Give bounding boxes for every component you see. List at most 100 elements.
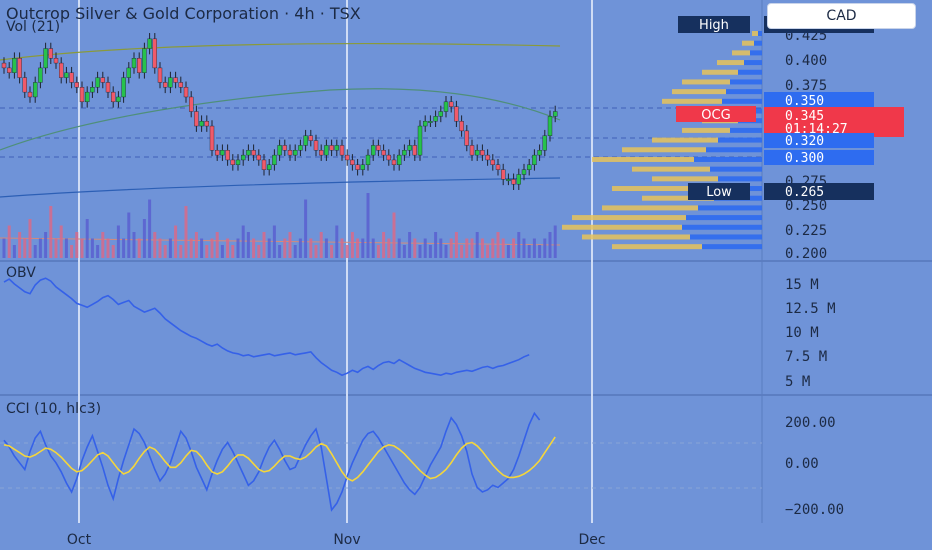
volume-indicator-label[interactable]: Vol (21): [6, 19, 60, 35]
volume-bar: [179, 245, 183, 258]
currency-button[interactable]: CAD: [767, 3, 916, 29]
candle-body: [214, 150, 220, 156]
volume-bar: [491, 238, 495, 258]
candle-body: [417, 125, 423, 156]
volume-profile-bar: [732, 50, 750, 56]
candle-body: [313, 140, 319, 151]
candle-body: [412, 145, 417, 156]
candle-body: [345, 154, 350, 161]
level-value-320: 0.320: [785, 134, 824, 149]
chart-title: Outcrop Silver & Gold Corporation · 4h ·…: [6, 4, 361, 23]
candle-body: [199, 120, 204, 127]
candle-body: [324, 145, 329, 156]
volume-bar: [231, 245, 235, 258]
volume-profile-bar: [572, 215, 686, 221]
candle-body: [287, 150, 293, 156]
volume-bar: [350, 232, 354, 258]
candle-body: [225, 150, 230, 161]
volume-profile-value-bar: [682, 224, 762, 230]
volume-bar: [7, 225, 11, 258]
candle-body: [501, 169, 506, 180]
level-tag-350: [764, 92, 874, 108]
cci-tick: 0.00: [785, 456, 819, 472]
candle-body: [428, 120, 433, 123]
volume-profile-bar: [582, 234, 690, 240]
volume-profile-bar: [662, 98, 722, 104]
candle-body: [527, 164, 532, 170]
candle-body: [142, 48, 147, 73]
volume-bar: [111, 245, 115, 258]
candle-body: [79, 87, 85, 103]
candle-body: [464, 130, 469, 146]
volume-profile-bar: [652, 137, 718, 143]
candle-body: [43, 48, 48, 69]
time-label-oct: Oct: [67, 532, 92, 548]
volume-bar: [444, 245, 448, 258]
cci-title[interactable]: CCI (10, hlc3): [6, 401, 101, 417]
volume-profile-bar: [702, 69, 738, 75]
volume-bar: [397, 238, 401, 258]
candle-body: [162, 82, 168, 88]
volume-bar: [101, 232, 105, 258]
volume-bar: [413, 238, 417, 258]
volume-bar: [158, 238, 162, 258]
candle-body: [131, 58, 137, 69]
volume-profile-value-bar: [730, 79, 762, 85]
candle-body: [235, 159, 241, 165]
volume-bars: [2, 193, 557, 258]
volume-bar: [174, 225, 178, 258]
obv-title[interactable]: OBV: [6, 265, 36, 281]
volume-bar: [241, 225, 245, 258]
volume-bar: [220, 245, 224, 258]
candle-body: [183, 87, 189, 98]
volume-bar: [449, 238, 453, 258]
candle-body: [490, 159, 495, 165]
volume-bar: [371, 238, 375, 258]
candle-body: [105, 82, 111, 93]
volume-profile-value-bar: [730, 127, 762, 133]
candle-body: [475, 150, 480, 156]
volume-profile-value-bar: [706, 147, 762, 153]
volume-bar: [70, 245, 74, 258]
candle-body: [209, 125, 215, 151]
candle-body: [178, 82, 184, 88]
volume-profile-bar: [652, 176, 718, 182]
obv-tick: 10 M: [785, 325, 819, 341]
volume-bar: [506, 245, 510, 258]
candle-body: [443, 101, 449, 112]
moving-average-mid: [0, 88, 561, 151]
candle-body: [282, 145, 287, 151]
candle-body: [100, 77, 106, 83]
volume-profile-value-bar: [702, 244, 762, 250]
candle-body: [495, 164, 501, 170]
candle-body: [365, 154, 371, 166]
volume-bar: [335, 225, 339, 258]
price-candles[interactable]: [1, 33, 558, 190]
volume-bar: [548, 232, 552, 258]
volume-bar: [44, 232, 48, 258]
candle-body: [407, 145, 412, 151]
volume-bar: [28, 219, 32, 258]
cci-signal-line: [3, 436, 556, 482]
candle-body: [319, 150, 324, 156]
volume-bar: [309, 238, 313, 258]
candle-body: [33, 82, 38, 98]
candle-body: [95, 77, 100, 88]
volume-bar: [252, 238, 256, 258]
candle-body: [376, 145, 381, 151]
candle-body: [168, 77, 173, 88]
candle-body: [516, 174, 521, 185]
candle-body: [542, 135, 547, 151]
low-value: 0.265: [785, 185, 824, 200]
candle-body: [303, 135, 308, 146]
volume-bar: [122, 238, 126, 258]
volume-bar: [200, 238, 204, 258]
high-tag: [678, 16, 750, 33]
volume-bar: [127, 212, 131, 258]
symbol-label: OCG: [701, 108, 730, 123]
volume-bar: [439, 238, 443, 258]
volume-profile-bar: [682, 127, 730, 133]
candle-body: [22, 77, 27, 93]
candle-body: [454, 106, 459, 122]
